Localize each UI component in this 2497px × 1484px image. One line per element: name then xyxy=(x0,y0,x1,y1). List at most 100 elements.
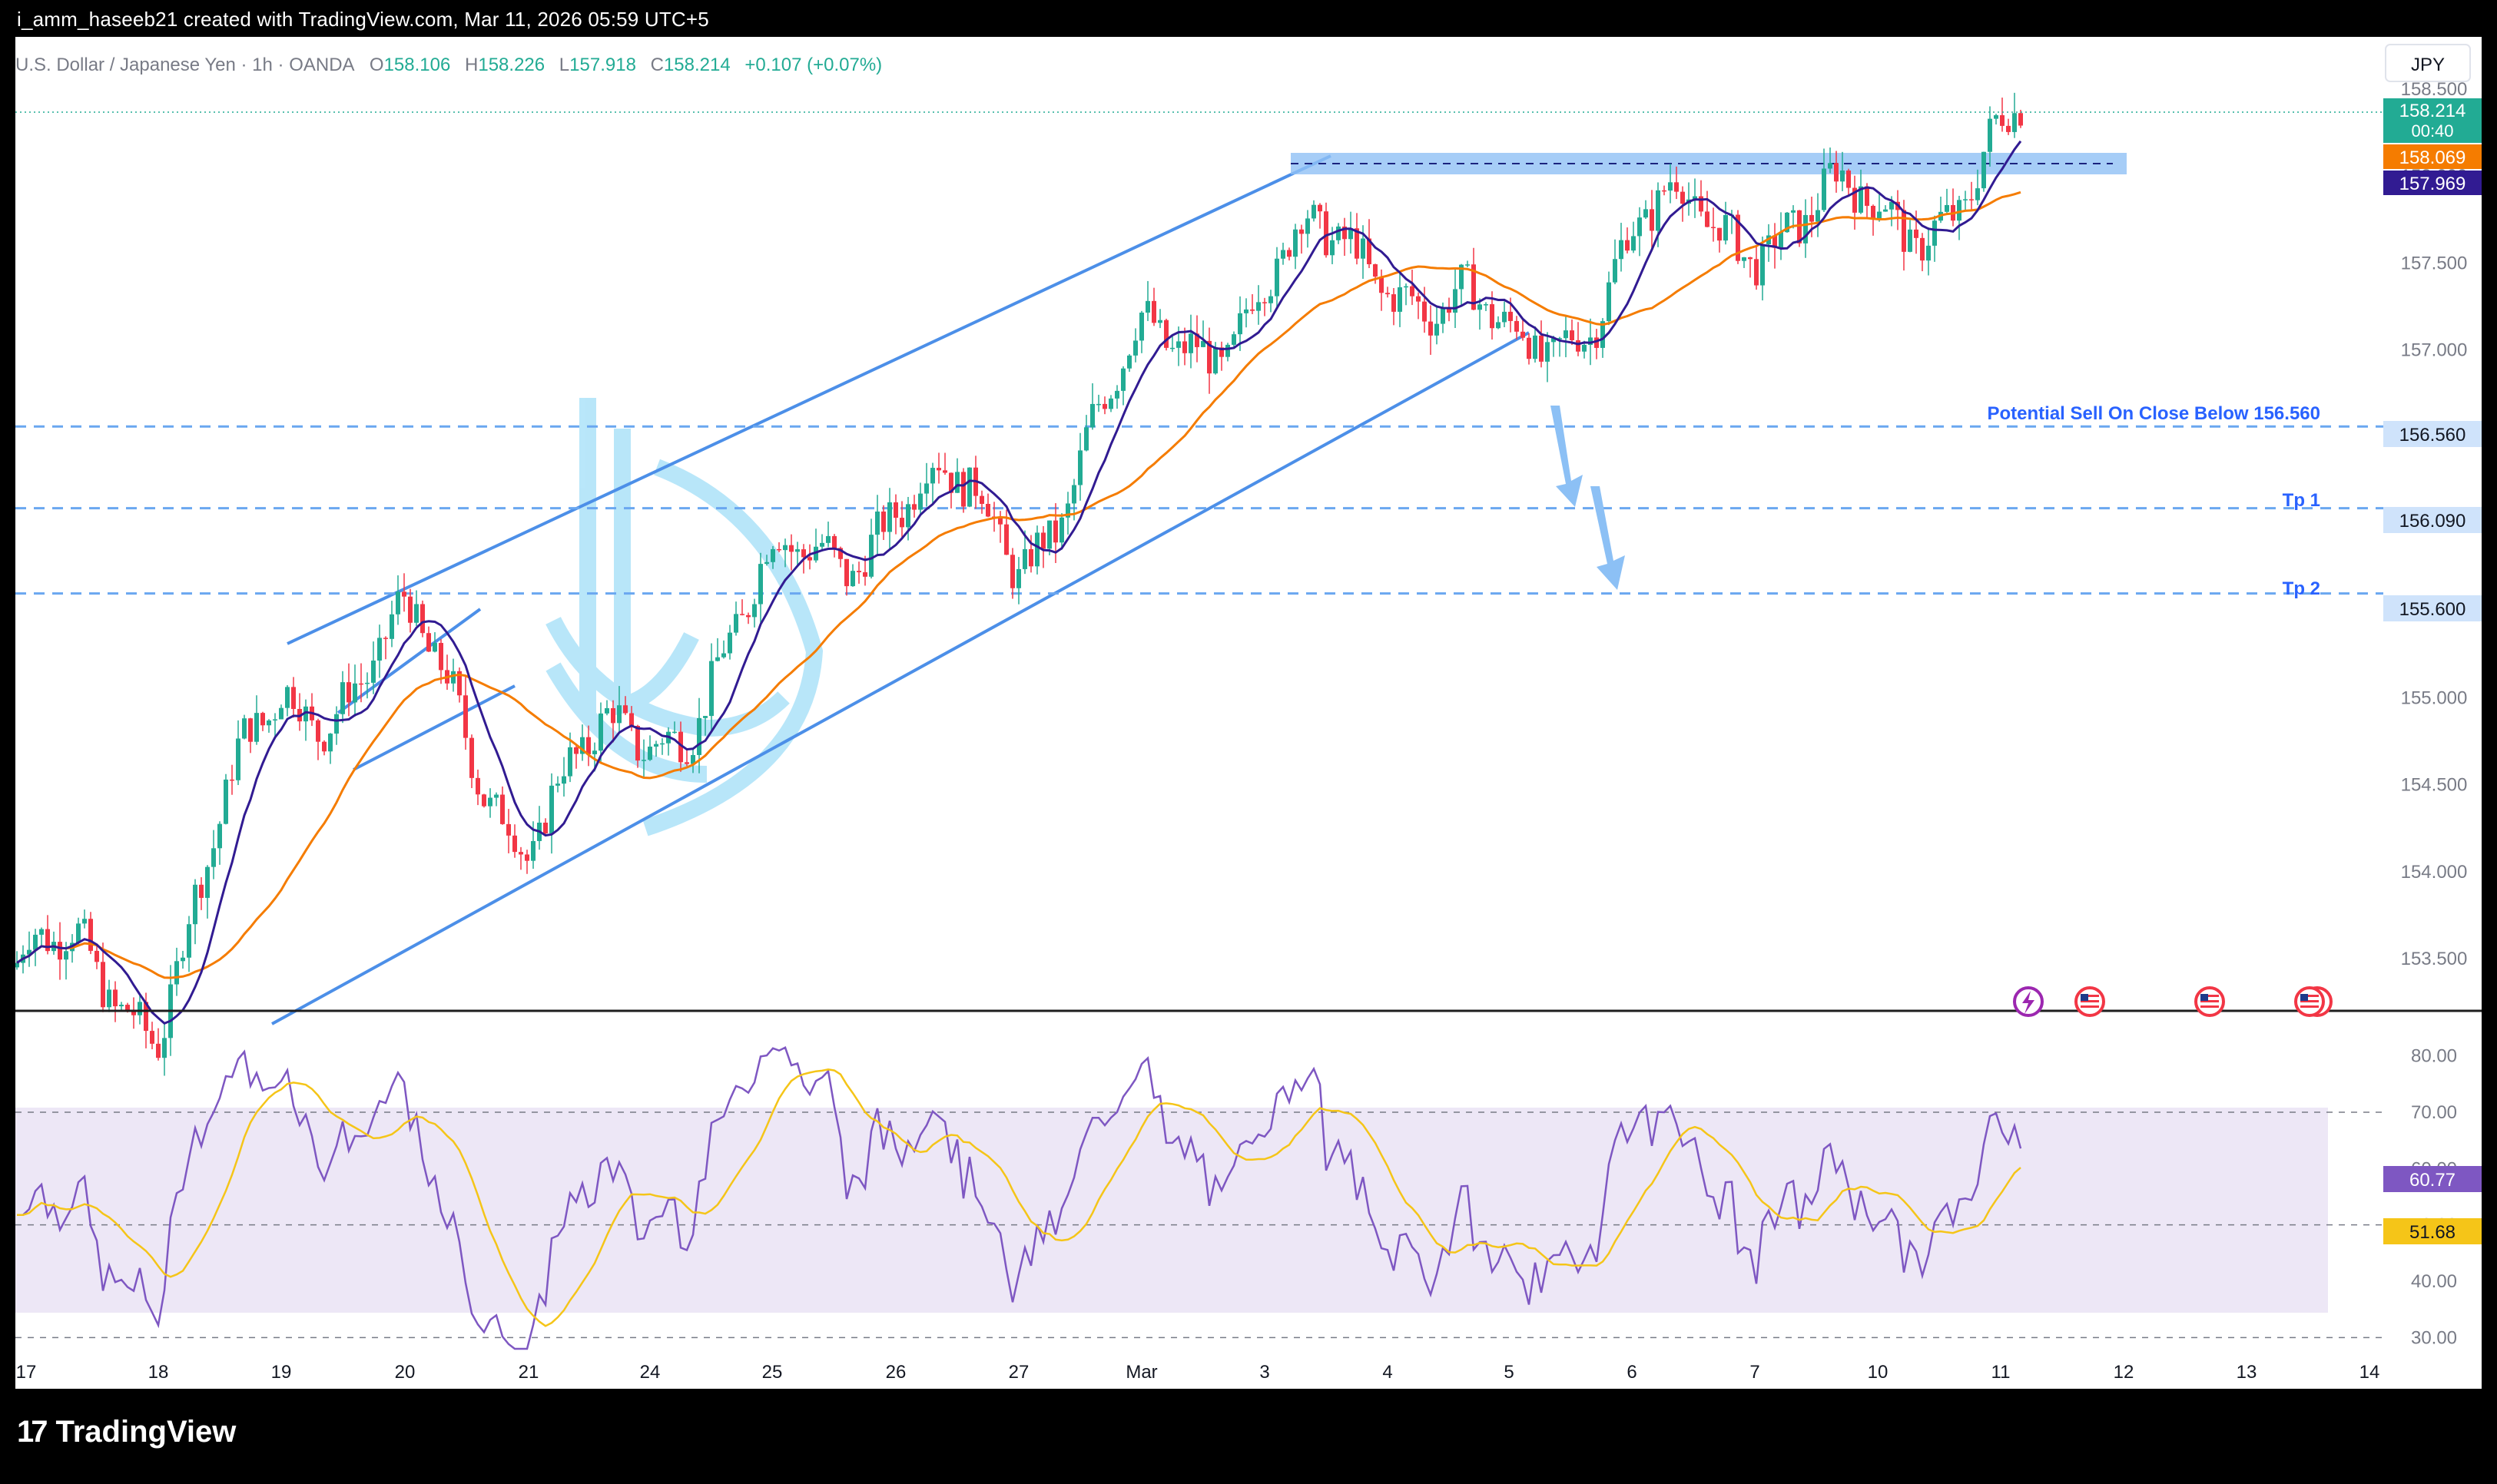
candle-body xyxy=(1717,227,1722,241)
candle-body xyxy=(906,504,910,528)
currency-button[interactable]: JPY xyxy=(2385,44,2471,82)
candle-body xyxy=(101,962,105,1008)
candle-body xyxy=(777,548,781,551)
candle-body xyxy=(1496,322,1501,329)
candle-body xyxy=(1803,214,1808,243)
candle-body xyxy=(555,783,560,786)
candle-body xyxy=(1158,320,1162,323)
candle-body xyxy=(1594,337,1599,348)
candle-body xyxy=(1115,390,1119,399)
time-tick-label: 24 xyxy=(640,1362,661,1383)
candle-body xyxy=(1699,196,1703,212)
time-tick-label: Mar xyxy=(1126,1362,1157,1383)
candle-body xyxy=(1176,341,1181,348)
candle-body xyxy=(1975,188,1980,200)
candle-body xyxy=(1656,190,1660,231)
down-arrow-icon xyxy=(1550,406,1583,507)
candle-body xyxy=(721,653,726,658)
candle-body xyxy=(1293,229,1298,257)
price-tick-label: 154.500 xyxy=(2401,775,2468,796)
candle-body xyxy=(1945,204,1949,212)
candle-body xyxy=(1760,243,1765,286)
candle-body xyxy=(1238,313,1242,335)
slow-ma-tag: 158.069 xyxy=(2383,144,2482,169)
projection-arrows xyxy=(1550,406,1625,590)
candle-body xyxy=(1072,485,1076,504)
candle-body xyxy=(1582,344,1587,352)
candle-body xyxy=(1920,237,1925,261)
candle-body xyxy=(193,884,197,925)
candle-body xyxy=(2018,113,2023,126)
candle-body xyxy=(752,604,757,618)
candle-body xyxy=(1275,258,1279,296)
candle-body xyxy=(1631,236,1636,251)
candle-body xyxy=(795,549,800,552)
candle-body xyxy=(1736,214,1740,261)
candle-body xyxy=(887,502,892,532)
candle-body xyxy=(217,823,222,849)
candle-body xyxy=(1447,307,1451,313)
time-tick-label: 17 xyxy=(16,1362,37,1383)
candle-body xyxy=(1668,182,1673,191)
rsi-band xyxy=(15,1108,2328,1313)
time-tick-label: 20 xyxy=(395,1362,416,1383)
event-icons[interactable] xyxy=(2013,986,2333,1017)
tp1-tag: 156.090 xyxy=(2383,507,2482,533)
svg-text:158.214: 158.214 xyxy=(2399,101,2466,121)
tp2-tag: 155.600 xyxy=(2383,595,2482,621)
candle-body xyxy=(328,734,333,752)
candle-body xyxy=(1453,289,1457,313)
candle-body xyxy=(488,797,492,807)
candle-body xyxy=(1385,293,1390,295)
time-axis[interactable]: 17 18 19 20 21 24 25 26 27 Mar 3 4 5 6 7 10 11 12 13 14 xyxy=(16,1362,2380,1383)
candle-body xyxy=(15,962,19,968)
candle-body xyxy=(1527,337,1531,359)
candle-body xyxy=(469,737,474,778)
candle-body xyxy=(1152,300,1156,323)
candle-body xyxy=(390,614,394,639)
candle-body xyxy=(125,1005,130,1012)
candle-body xyxy=(1865,186,1869,206)
time-tick-label: 5 xyxy=(1504,1362,1514,1383)
candle-body xyxy=(494,794,499,798)
candle-body xyxy=(691,754,695,764)
candle-body xyxy=(1391,294,1396,312)
us-flag-icon[interactable] xyxy=(2294,986,2333,1017)
candle-body xyxy=(1459,264,1464,290)
us-flag-icon[interactable] xyxy=(2074,986,2105,1017)
candle-body xyxy=(734,614,738,633)
candle-body xyxy=(1828,163,1832,169)
candle-body xyxy=(1189,333,1193,353)
candle-body xyxy=(1791,210,1796,213)
price-tick-label: 153.500 xyxy=(2401,949,2468,969)
legend-close: 158.214 xyxy=(664,55,731,75)
candle-body xyxy=(414,604,419,623)
candle-body xyxy=(359,683,363,685)
time-tick-label: 12 xyxy=(2114,1362,2134,1383)
legend-high: 158.226 xyxy=(478,55,545,75)
last-price-tag: 158.214 00:40 xyxy=(2383,98,2482,143)
candle-body xyxy=(162,1038,167,1058)
candle-body xyxy=(1772,235,1777,248)
candle-body xyxy=(611,707,615,724)
channel-lower-line xyxy=(271,331,1530,1025)
candle-body xyxy=(340,682,345,714)
candle-body xyxy=(420,604,425,634)
candle-body xyxy=(1281,250,1285,259)
earnings-event-icon[interactable] xyxy=(2013,986,2044,1017)
time-tick-label: 19 xyxy=(271,1362,292,1383)
candle-body xyxy=(1551,338,1556,343)
us-flag-icon[interactable] xyxy=(2194,986,2225,1017)
tradingview-footer[interactable]: 17 TradingView xyxy=(17,1415,236,1449)
candlestick-series xyxy=(15,92,2023,1076)
candle-body xyxy=(801,549,806,558)
candle-body xyxy=(844,558,849,587)
candle-body xyxy=(875,511,880,535)
candle-body xyxy=(967,467,972,507)
candle-body xyxy=(654,744,658,747)
candle-body xyxy=(242,718,247,739)
candle-body xyxy=(1514,320,1519,332)
time-tick-label: 10 xyxy=(1868,1362,1889,1383)
flag-lower-line xyxy=(353,684,516,771)
